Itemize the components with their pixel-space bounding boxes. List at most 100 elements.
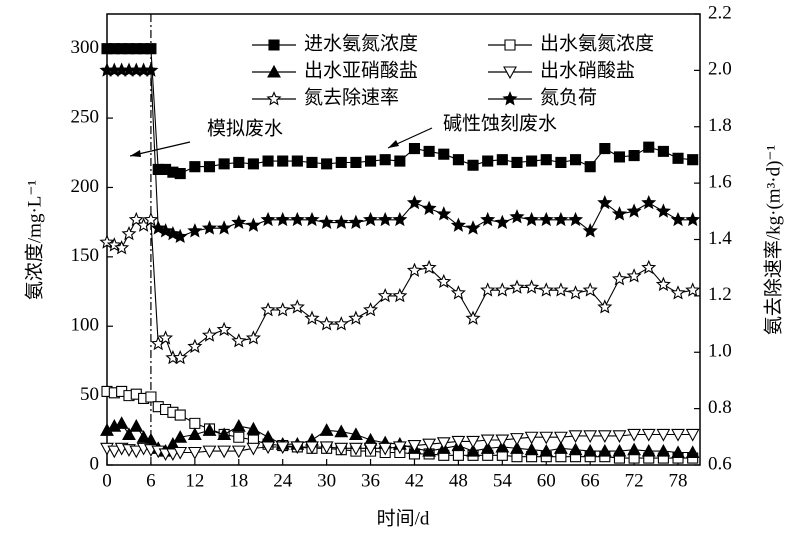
marker <box>627 428 642 442</box>
marker <box>174 168 186 180</box>
marker <box>538 211 554 227</box>
y-tick-label: 50 <box>80 384 99 405</box>
marker <box>672 152 684 164</box>
marker <box>597 299 613 314</box>
marker <box>172 349 188 365</box>
marker <box>612 443 627 457</box>
marker <box>582 282 598 297</box>
series <box>100 428 700 462</box>
marker <box>685 428 700 442</box>
marker <box>231 418 246 432</box>
marker <box>247 158 259 170</box>
marker <box>406 262 423 277</box>
x-tick-label: 42 <box>405 470 424 491</box>
marker <box>245 217 261 232</box>
marker <box>436 206 452 221</box>
marker <box>465 220 481 235</box>
marker <box>657 145 669 157</box>
marker <box>306 156 318 169</box>
marker <box>392 441 407 455</box>
series <box>99 62 701 244</box>
marker <box>304 211 320 227</box>
marker <box>348 310 364 325</box>
marker <box>246 442 261 456</box>
marker <box>685 211 701 227</box>
marker <box>129 445 144 459</box>
x-tick-label: 78 <box>669 470 688 491</box>
marker <box>261 430 275 443</box>
marker <box>231 214 247 229</box>
legend-label: 氮负荷 <box>540 86 597 108</box>
marker <box>422 438 437 452</box>
plot-frame <box>106 13 701 466</box>
marker <box>203 161 216 173</box>
marker <box>452 154 464 166</box>
marker <box>261 441 275 455</box>
marker <box>114 416 129 429</box>
marker <box>187 223 203 238</box>
marker <box>480 434 495 448</box>
marker <box>231 333 247 348</box>
marker <box>348 442 363 456</box>
y2-tick-label: 1.8 <box>708 115 732 136</box>
legend-label: 进水氨氮浓度 <box>304 32 418 54</box>
marker <box>540 154 552 166</box>
y-tick-label: 100 <box>71 315 100 336</box>
marker <box>509 209 525 224</box>
marker <box>363 302 379 317</box>
marker <box>626 268 642 283</box>
marker <box>641 428 656 442</box>
legend-label: 出水亚硝酸盐 <box>304 59 418 81</box>
marker <box>611 271 628 286</box>
marker <box>450 285 466 300</box>
marker <box>524 431 539 445</box>
marker <box>687 154 699 166</box>
marker <box>233 431 245 443</box>
marker <box>583 443 598 457</box>
marker <box>641 194 657 210</box>
marker <box>555 156 567 169</box>
marker <box>158 330 174 345</box>
marker <box>626 203 642 218</box>
marker <box>465 310 481 325</box>
arrow-head <box>130 150 141 157</box>
marker <box>291 155 303 167</box>
y2-tick-label: 2.2 <box>708 2 732 23</box>
marker <box>538 282 554 297</box>
y-tick-label: 300 <box>71 37 100 58</box>
y2-tick-label: 1.6 <box>708 171 732 192</box>
marker <box>656 428 671 442</box>
marker <box>289 211 305 227</box>
series <box>99 211 701 365</box>
marker <box>597 443 612 457</box>
x-tick-label: 24 <box>273 470 293 491</box>
marker <box>246 421 261 435</box>
x-axis-label: 时间/d <box>377 507 430 529</box>
x-tick-label: 0 <box>102 470 112 491</box>
marker <box>436 273 452 289</box>
marker <box>467 159 479 171</box>
marker <box>173 430 188 443</box>
y2-tick-label: 1.2 <box>708 284 732 305</box>
y-tick-label: 150 <box>71 245 100 266</box>
marker <box>597 194 613 210</box>
marker <box>260 302 276 317</box>
marker <box>319 214 335 229</box>
marker <box>568 211 584 227</box>
marker <box>201 220 218 235</box>
marker <box>305 441 319 455</box>
marker <box>189 161 201 173</box>
marker <box>275 211 291 227</box>
x-tick-label: 54 <box>493 470 513 491</box>
marker <box>217 445 232 459</box>
marker <box>407 440 422 453</box>
marker <box>496 154 508 166</box>
y2-tick-label: 0.6 <box>708 453 732 474</box>
marker <box>480 282 496 297</box>
marker <box>143 62 159 77</box>
x-tick-label: 66 <box>581 470 600 491</box>
x-tick-label: 48 <box>449 470 468 491</box>
x-tick-label: 12 <box>185 470 204 491</box>
marker <box>334 424 349 438</box>
marker <box>480 441 495 454</box>
